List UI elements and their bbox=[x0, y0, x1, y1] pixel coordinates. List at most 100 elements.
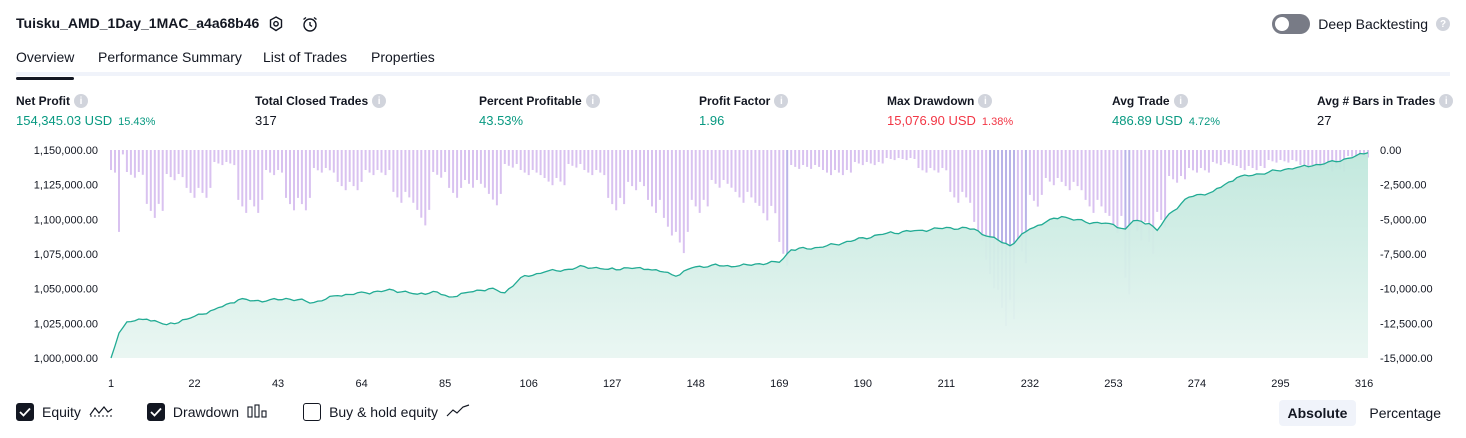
info-icon[interactable]: i bbox=[585, 94, 600, 108]
drawdown-bar bbox=[826, 150, 828, 173]
drawdown-bar bbox=[1052, 150, 1055, 186]
drawdown-bar bbox=[933, 150, 936, 171]
drawdown-bar bbox=[285, 150, 287, 198]
drawdown-bar bbox=[631, 150, 634, 187]
drawdown-bar bbox=[1088, 150, 1091, 207]
drawdown-bar bbox=[810, 150, 813, 169]
tab-performance-summary[interactable]: Performance Summary bbox=[98, 49, 242, 65]
drawdown-bar bbox=[464, 150, 466, 180]
drawdown-bar bbox=[794, 150, 797, 167]
trade-tick-label: 43 bbox=[272, 378, 284, 390]
help-icon[interactable]: ? bbox=[1436, 17, 1450, 31]
tab-properties[interactable]: Properties bbox=[371, 49, 435, 65]
legend-buy-hold[interactable]: Buy & hold equity bbox=[303, 403, 470, 421]
drawdown-bar bbox=[316, 150, 319, 171]
drawdown-bar bbox=[173, 150, 176, 181]
drawdown-bar bbox=[1104, 150, 1107, 213]
drawdown-bar bbox=[476, 150, 478, 180]
deep-backtesting-toggle[interactable] bbox=[1272, 14, 1311, 34]
drawdown-checkbox[interactable] bbox=[146, 403, 165, 421]
drawdown-bar bbox=[1072, 150, 1075, 182]
buy-hold-checkbox[interactable] bbox=[303, 403, 322, 421]
drawdown-bar bbox=[289, 150, 291, 205]
drawdown-bar bbox=[750, 150, 753, 198]
drawdown-bar bbox=[1092, 150, 1095, 213]
drawdown-bar bbox=[1283, 150, 1286, 162]
drawdown-bar bbox=[635, 150, 638, 191]
drawdown-bar bbox=[293, 150, 295, 211]
drawdown-bar bbox=[448, 150, 451, 188]
drawdown-bar bbox=[1028, 150, 1031, 195]
drawdown-bars-icon bbox=[247, 403, 269, 421]
drawdown-bar bbox=[1319, 150, 1322, 169]
drawdown-bar bbox=[802, 150, 805, 165]
trade-number-axis: 1 22 43 64 85 106 127 148 169 190 211 232 253 274 295 3… bbox=[108, 378, 1373, 390]
trade-tick-label: 1 bbox=[108, 378, 114, 390]
info-icon[interactable]: i bbox=[774, 94, 789, 108]
drawdown-tick-label: -7,500.00 bbox=[1380, 249, 1426, 261]
equity-tick-label: 1,075,000.00 bbox=[34, 249, 98, 261]
drawdown-bar bbox=[412, 150, 415, 203]
drawdown-bar bbox=[746, 150, 749, 192]
tab-list-of-trades[interactable]: List of Trades bbox=[263, 49, 348, 65]
equity-checkbox[interactable] bbox=[16, 403, 34, 421]
drawdown-bar bbox=[985, 150, 988, 260]
drawdown-bar bbox=[1056, 150, 1059, 178]
drawdown-bar bbox=[507, 150, 510, 166]
drawdown-bar bbox=[877, 150, 880, 162]
drawdown-bar bbox=[523, 150, 526, 173]
drawdown-bar bbox=[297, 150, 299, 198]
drawdown-bar bbox=[666, 150, 669, 227]
metric-avg-bars: Avg # Bars in Trades i 27 bbox=[1317, 94, 1454, 128]
drawdown-bar bbox=[217, 150, 220, 164]
drawdown-bar bbox=[889, 150, 892, 159]
info-icon[interactable]: i bbox=[1439, 94, 1454, 108]
alarm-clock-icon[interactable] bbox=[299, 13, 321, 35]
buy-hold-line-icon bbox=[446, 403, 470, 421]
equity-drawdown-chart[interactable]: 1,150,000.00 1,125,000.00 1,100,000.00 1,07… bbox=[0, 140, 1466, 396]
drawdown-bar bbox=[551, 150, 554, 186]
drawdown-tick-label: -5,000.00 bbox=[1380, 214, 1426, 226]
drawdown-bar bbox=[1001, 150, 1003, 308]
drawdown-bar bbox=[587, 150, 590, 173]
equity-tick-label: 1,100,000.00 bbox=[34, 214, 98, 226]
drawdown-bar bbox=[1291, 150, 1294, 160]
drawdown-bar bbox=[1307, 150, 1310, 169]
drawdown-bar bbox=[1223, 150, 1226, 162]
drawdown-bar bbox=[1096, 150, 1099, 200]
drawdown-bar bbox=[440, 150, 443, 178]
drawdown-bar bbox=[1263, 150, 1266, 168]
drawdown-bar bbox=[153, 150, 156, 218]
drawdown-bar bbox=[157, 150, 160, 204]
drawdown-bar bbox=[368, 150, 371, 173]
drawdown-bar bbox=[201, 150, 204, 193]
drawdown-bar bbox=[511, 150, 514, 168]
drawdown-bar bbox=[1207, 150, 1210, 173]
drawdown-bar bbox=[121, 150, 124, 155]
drawdown-bar bbox=[674, 150, 677, 232]
drawdown-bar bbox=[233, 150, 236, 166]
absolute-button[interactable]: Absolute bbox=[1278, 400, 1357, 426]
trade-tick-label: 85 bbox=[439, 378, 451, 390]
info-icon[interactable]: i bbox=[1173, 94, 1188, 108]
drawdown-bar bbox=[1287, 150, 1290, 163]
percentage-button[interactable]: Percentage bbox=[1369, 405, 1441, 421]
metric-net-profit: Net Profit i 154,345.03 USD 15.43% bbox=[16, 94, 155, 128]
drawdown-bar bbox=[953, 150, 956, 198]
metric-value: 15,076.90 USD bbox=[887, 113, 976, 128]
info-icon[interactable]: i bbox=[74, 94, 88, 108]
drawdown-bar bbox=[1128, 150, 1131, 295]
tab-overview[interactable]: Overview bbox=[16, 49, 75, 80]
drawdown-bar bbox=[499, 150, 502, 194]
drawdown-bar bbox=[277, 150, 280, 170]
drawdown-bars bbox=[110, 150, 1369, 326]
legend-equity[interactable]: Equity bbox=[16, 403, 113, 421]
info-icon[interactable]: i bbox=[978, 94, 993, 108]
info-icon[interactable]: i bbox=[372, 94, 387, 108]
drawdown-bar bbox=[531, 150, 534, 170]
drawdown-bar bbox=[1184, 150, 1186, 180]
legend-drawdown[interactable]: Drawdown bbox=[146, 403, 269, 421]
drawdown-bar bbox=[989, 150, 992, 275]
settings-gear-icon[interactable] bbox=[265, 13, 287, 35]
chart-legend: Equity Drawdown Buy & hold equity bbox=[16, 403, 470, 421]
